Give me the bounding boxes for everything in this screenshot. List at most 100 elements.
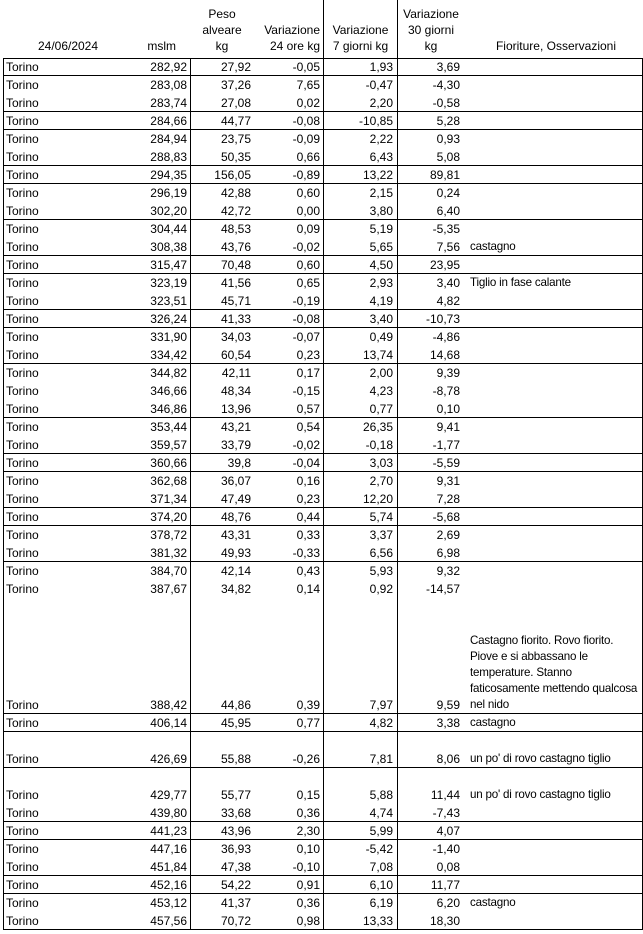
cell-var-24h: 0,10 [296,842,320,856]
cell-var-30d: 7,28 [436,492,460,506]
header-fioriture-osservazioni: Fioriture, Osservazioni [495,39,617,53]
cell-var-7d: -0,47 [365,78,393,92]
cell-var-7d: 3,80 [369,204,393,218]
cell-peso: 48,34 [220,384,251,398]
cell-var-30d: 18,30 [429,914,460,928]
cell-mslm: 308,38 [150,240,187,254]
cell-var-24h: 0,43 [296,564,320,578]
table-row: Torino 294,35 156,05 -0,89 13,22 89,81 [0,166,643,184]
table-row: Torino 283,74 27,08 0,02 2,20 -0,58 [0,94,643,112]
table-row: Torino 304,44 48,53 0,09 5,19 -5,35 [0,220,643,238]
cell-location: Torino [6,896,39,910]
table-row: Torino 334,42 60,54 0,23 13,74 14,68 [0,346,643,364]
cell-peso: 49,93 [220,546,251,560]
cell-var-7d: 2,15 [369,186,393,200]
table-row: Torino 439,80 33,68 0,36 4,74 -7,43 [0,804,643,822]
cell-var-7d: 4,82 [369,716,393,730]
cell-peso: 27,92 [220,60,251,74]
cell-var-30d: 0,93 [436,132,460,146]
cell-var-30d: 23,95 [429,258,460,272]
cell-mslm: 381,32 [150,546,187,560]
table-row: Torino 426,69 55,88 -0,26 7,81 8,06 un po' di … [0,732,643,768]
cell-var-7d: 7,08 [369,860,393,874]
cell-location: Torino [6,492,39,506]
cell-var-7d: 2,93 [369,276,393,290]
cell-location: Torino [6,294,39,308]
cell-var-24h: -0,26 [292,752,320,766]
cell-mslm: 452,16 [150,878,187,892]
cell-peso: 39,8 [227,456,251,470]
cell-var-24h: 0,54 [296,420,320,434]
cell-location: Torino [6,456,39,470]
table-row: Torino 283,08 37,26 7,65 -0,47 -4,30 [0,76,643,94]
cell-location: Torino [6,78,39,92]
cell-var-7d: 5,74 [369,510,393,524]
cell-var-24h: 0,15 [296,788,320,802]
cell-mslm: 284,66 [150,114,187,128]
cell-peso: 70,72 [220,914,251,928]
cell-mslm: 284,94 [150,132,187,146]
cell-var-7d: 13,33 [362,914,393,928]
table-row: Torino 384,70 42,14 0,43 5,93 9,32 [0,562,643,580]
cell-var-30d: 0,08 [436,860,460,874]
cell-mslm: 288,83 [150,150,187,164]
cell-mslm: 406,14 [150,716,187,730]
cell-var-24h: -0,02 [292,438,320,452]
cell-note: un po' di rovo castagno tiglio [470,788,611,801]
column-divider [397,0,398,930]
cell-var-30d: 5,28 [436,114,460,128]
cell-location: Torino [6,716,39,730]
cell-location: Torino [6,312,39,326]
cell-peso: 45,95 [220,716,251,730]
cell-var-24h: 0,39 [296,698,320,712]
cell-peso: 42,14 [220,564,251,578]
cell-var-7d: 2,70 [369,474,393,488]
cell-location: Torino [6,438,39,452]
table-row: Torino 429,77 55,77 0,15 5,88 11,44 un po' di … [0,768,643,804]
cell-var-24h: 0,65 [296,276,320,290]
cell-note: castagno [470,896,516,909]
cell-var-30d: -1,40 [432,842,460,856]
cell-location: Torino [6,60,39,74]
cell-peso: 42,11 [221,366,251,380]
cell-var-30d: 9,31 [436,474,460,488]
cell-var-7d: 0,77 [369,402,393,416]
cell-var-30d: 6,20 [436,896,460,910]
cell-location: Torino [6,258,39,272]
cell-var-24h: 0,60 [296,186,320,200]
cell-var-30d: 9,59 [436,698,460,712]
table-row: Torino 284,94 23,75 -0,09 2,22 0,93 [0,130,643,148]
cell-var-24h: 0,98 [296,914,320,928]
cell-mslm: 426,69 [150,752,187,766]
table-row: Torino 302,20 42,72 0,00 3,80 6,40 [0,202,643,220]
cell-var-30d: 3,69 [436,60,460,74]
cell-var-7d: 4,19 [369,294,393,308]
cell-var-7d: 5,19 [369,222,393,236]
cell-var-30d: 8,06 [436,752,460,766]
cell-peso: 34,03 [220,330,251,344]
cell-peso: 43,96 [220,824,251,838]
table-row: Torino 447,16 36,93 0,10 -5,42 -1,40 [0,840,643,858]
cell-var-30d: -10,73 [425,312,460,326]
table-row: Torino 284,66 44,77 -0,08 -10,85 5,28 [0,112,643,130]
cell-var-30d: 4,07 [436,824,460,838]
cell-mslm: 283,74 [150,96,187,110]
cell-var-24h: -0,08 [292,114,320,128]
cell-peso: 43,21 [220,420,251,434]
cell-var-7d: 5,99 [369,824,393,838]
cell-mslm: 346,86 [150,402,187,416]
cell-peso: 44,86 [220,698,251,712]
cell-var-7d: 2,00 [369,366,393,380]
cell-location: Torino [6,582,39,596]
column-divider [3,58,4,930]
cell-peso: 42,88 [220,186,251,200]
cell-location: Torino [6,222,39,236]
cell-var-7d: 4,74 [369,806,393,820]
table-row: Torino 378,72 43,31 0,33 3,37 2,69 [0,526,643,544]
cell-var-30d: 89,81 [429,168,460,182]
cell-var-24h: 0,02 [296,96,320,110]
cell-location: Torino [6,384,39,398]
cell-mslm: 323,51 [150,294,187,308]
table-row: Torino 381,32 49,93 -0,33 6,56 6,98 [0,544,643,562]
cell-var-7d: 13,22 [362,168,393,182]
